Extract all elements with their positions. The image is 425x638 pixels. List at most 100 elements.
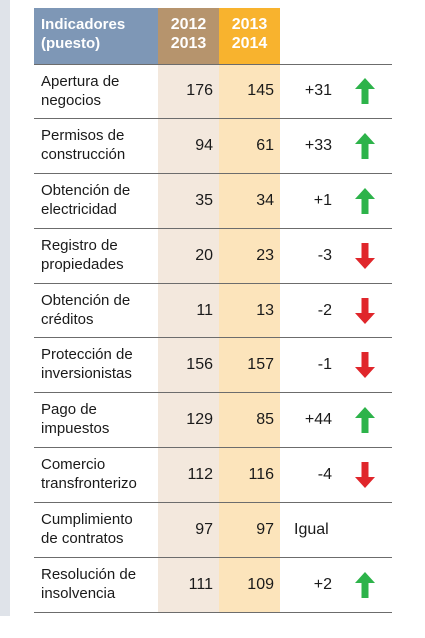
rank-2013-2014-cell: 116 (219, 448, 280, 503)
trend-cell (338, 65, 392, 118)
indicator-name-line2: propiedades (41, 255, 124, 273)
indicator-name-line1: Obtención de (41, 181, 131, 199)
indicator-name-cell: Apertura de negocios (34, 65, 158, 118)
rank-change-cell: +1 (313, 191, 332, 209)
indicator-name-line2: negocios (41, 92, 102, 109)
indicator-name-cell: Resolución de insolvencia (34, 558, 158, 612)
indicator-name-line2: transfronterizo (41, 475, 137, 493)
indicator-name-cell: Pago de impuestos (34, 393, 158, 447)
indicator-name-cell: Obtención de electricidad (34, 174, 158, 228)
rank-2012-2013-cell: 112 (158, 448, 219, 503)
up-arrow-icon (355, 132, 375, 159)
trend-cell (338, 338, 392, 392)
indicator-name-line1: Pago de (41, 401, 97, 419)
rank-2013-2014-cell: 97 (219, 503, 280, 558)
header-2012-2013-cell: 2012 2013 (158, 8, 219, 64)
rank-2013-2014-cell: 157 (219, 338, 280, 393)
rank-2013-2014-cell: 61 (219, 118, 280, 173)
header-label-line2: (puesto) (41, 35, 101, 52)
down-arrow-icon (355, 242, 375, 269)
trend-cell (338, 503, 392, 557)
down-arrow-icon (355, 462, 375, 489)
rank-2012-2013-cell: 94 (158, 118, 219, 173)
down-arrow-icon (355, 297, 375, 324)
rank-change-cell: +31 (304, 82, 332, 100)
table-row: Obtención de electricidad 35 34 +1 (34, 173, 392, 229)
header-col1-line2: 2013 (170, 35, 207, 52)
indicator-name-line2: impuestos (41, 420, 110, 438)
down-arrow-icon (355, 352, 375, 379)
trend-cell (338, 284, 392, 338)
indicator-name-line1: Permisos de (41, 126, 125, 144)
indicator-name-line1: Obtención de (41, 291, 131, 309)
indicator-name-cell: Protección de inversionistas (34, 338, 158, 392)
rank-2013-2014-cell: 34 (219, 173, 280, 228)
rank-change-cell: -4 (317, 466, 332, 484)
rank-2012-2013-cell: 156 (158, 338, 219, 393)
table-body: Apertura de negocios 176 145 +31 Permisos de c… (34, 64, 392, 613)
indicator-name-line2: créditos (41, 310, 94, 328)
table-row: Apertura de negocios 176 145 +31 (34, 64, 392, 119)
header-col2-line1: 2013 (231, 16, 268, 33)
rank-2013-2014-cell: 23 (219, 228, 280, 283)
rank-2013-2014-cell: 145 (219, 65, 280, 118)
indicator-name-line1: Protección de (41, 346, 133, 364)
rank-2012-2013-cell: 129 (158, 393, 219, 448)
indicator-name-line1: Cumplimiento (41, 511, 133, 529)
indicator-name-line1: Comercio (41, 456, 106, 474)
rank-2012-2013-cell: 111 (158, 558, 219, 612)
indicators-table: Indicadores (puesto) 2012 2013 2013 2014… (34, 8, 392, 613)
trend-cell (338, 229, 392, 283)
trend-cell (338, 174, 392, 228)
trend-cell (338, 448, 392, 502)
rank-2012-2013-cell: 35 (158, 173, 219, 228)
rank-2012-2013-cell: 20 (158, 228, 219, 283)
table-row: Cumplimiento de contratos 97 97 Igual (34, 503, 392, 559)
indicator-name-cell: Comercio transfronterizo (34, 448, 158, 502)
indicator-name-line2: construcción (41, 145, 126, 163)
rank-2012-2013-cell: 11 (158, 283, 219, 338)
indicator-name-line2: de contratos (41, 530, 124, 548)
rank-change-cell: +33 (304, 136, 332, 154)
rank-change-cell: -2 (317, 301, 332, 319)
table-row: Registro de propiedades 20 23 -3 (34, 228, 392, 284)
indicator-name-line1: Apertura de (41, 73, 120, 90)
header-col2-line2: 2014 (231, 35, 268, 52)
header-col1-line1: 2012 (170, 16, 207, 33)
rank-change-cell: -1 (317, 356, 332, 374)
trend-cell (338, 393, 392, 447)
table-row: Resolución de insolvencia 111 109 +2 (34, 558, 392, 613)
rank-change-cell: +2 (313, 575, 332, 593)
rank-2012-2013-cell: 176 (158, 65, 219, 118)
rank-2013-2014-cell: 109 (219, 558, 280, 612)
rank-2013-2014-cell: 85 (219, 393, 280, 448)
table-header: Indicadores (puesto) 2012 2013 2013 2014 (34, 8, 392, 64)
indicator-name-line1: Registro de (41, 236, 118, 254)
indicator-name-line2: inversionistas (41, 365, 132, 383)
indicator-name-line1: Resolución de (41, 566, 137, 584)
trend-cell (338, 558, 392, 612)
table-row: Comercio transfronterizo 112 116 -4 (34, 448, 392, 504)
table-row: Obtención de créditos 11 13 -2 (34, 283, 392, 339)
indicator-name-cell: Registro de propiedades (34, 229, 158, 283)
header-label-line1: Indicadores (41, 16, 126, 33)
table-row: Protección de inversionistas 156 157 -1 (34, 338, 392, 394)
table-row: Pago de impuestos 129 85 +44 (34, 393, 392, 449)
up-arrow-icon (355, 78, 375, 105)
rank-2012-2013-cell: 97 (158, 503, 219, 558)
indicator-name-line2: insolvencia (41, 585, 116, 603)
trend-cell (338, 119, 392, 173)
up-arrow-icon (355, 187, 375, 214)
rank-2013-2014-cell: 13 (219, 283, 280, 338)
indicator-name-line2: electricidad (41, 200, 117, 218)
header-2013-2014-cell: 2013 2014 (219, 8, 280, 64)
up-arrow-icon (355, 571, 375, 598)
rank-change-cell: -3 (317, 246, 332, 264)
rank-change-cell: +44 (304, 411, 332, 429)
header-indicators-cell: Indicadores (puesto) (34, 8, 158, 64)
indicator-name-cell: Obtención de créditos (34, 284, 158, 338)
up-arrow-icon (355, 407, 375, 434)
indicator-name-cell: Cumplimiento de contratos (34, 503, 158, 557)
left-margin-bar (0, 0, 10, 616)
rank-change-cell: Igual (294, 521, 329, 539)
